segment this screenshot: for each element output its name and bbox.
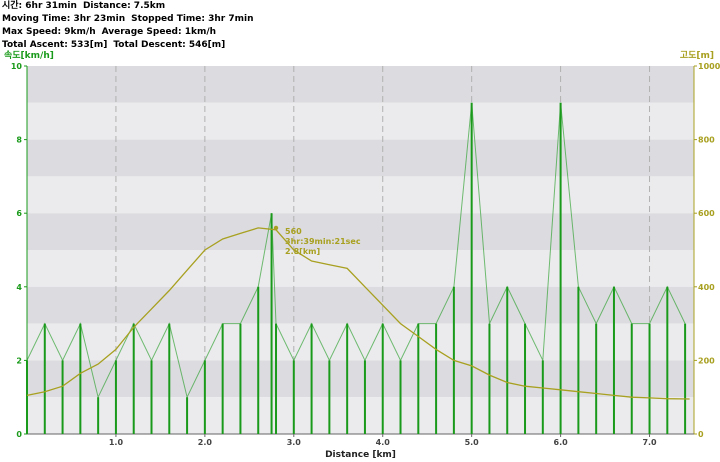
left-tick-label: 0 xyxy=(16,430,22,439)
plot-band xyxy=(27,360,694,398)
x-axis-title: Distance [km] xyxy=(325,450,396,460)
right-tick-label: 0 xyxy=(698,430,704,439)
x-tick-label: 7.0 xyxy=(642,438,657,447)
annotation-marker xyxy=(273,225,279,231)
plot-band xyxy=(27,176,694,214)
right-tick-label: 400 xyxy=(698,283,715,292)
speed-series-line xyxy=(26,102,686,399)
right-tick-label: 600 xyxy=(698,209,715,218)
left-tick-label: 10 xyxy=(11,62,23,71)
plot-band xyxy=(27,139,694,177)
stats-panel: 시간: 6hr 31min Distance: 7.5km Moving Time… xyxy=(2,0,260,52)
x-tick-label: 3.0 xyxy=(287,438,302,447)
x-tick-label: 4.0 xyxy=(376,438,391,447)
left-tick-label: 8 xyxy=(16,136,22,145)
annotation-label: 3hr:39min:21sec xyxy=(285,237,361,246)
distance: Distance: 7.5km xyxy=(82,1,166,11)
total-ascent: Total Ascent: 533[m] xyxy=(2,40,108,50)
x-tick-label: 5.0 xyxy=(465,438,480,447)
left-tick-label: 4 xyxy=(16,283,22,292)
left-axis-title: 속도[km/h] xyxy=(4,51,54,61)
x-tick-label: 2.0 xyxy=(198,438,213,447)
plot-band xyxy=(27,286,694,324)
right-tick-label: 200 xyxy=(698,356,715,365)
stats-row-time: 시간: 6hr 31min Distance: 7.5km xyxy=(2,0,260,13)
altitude-series-line xyxy=(26,227,690,400)
max-speed: Max Speed: 9km/h xyxy=(2,27,96,37)
right-tick-label: 800 xyxy=(698,136,715,145)
stats-row-moving: Moving Time: 3hr 23min Stopped Time: 3hr … xyxy=(2,13,260,26)
average-speed: Average Speed: 1km/h xyxy=(101,27,217,37)
stopped-time: Stopped Time: 3hr 7min xyxy=(131,14,254,24)
x-tick-label: 6.0 xyxy=(554,438,569,447)
plot-band xyxy=(27,250,694,287)
plot-band xyxy=(27,102,694,140)
stats-row-ascent: Total Ascent: 533[m] Total Descent: 546[m… xyxy=(2,39,260,52)
plot-band xyxy=(27,323,694,361)
left-tick-label: 2 xyxy=(16,356,22,365)
right-tick-label: 1000 xyxy=(698,62,720,71)
plot-band xyxy=(27,213,694,250)
moving-time: Moving Time: 3hr 23min xyxy=(2,14,126,24)
right-axis-title: 고도[m] xyxy=(679,51,714,61)
annotation-label: 2.8[km] xyxy=(285,247,320,256)
left-tick-label: 6 xyxy=(16,209,22,218)
plot-band xyxy=(27,66,694,103)
x-tick-label: 1.0 xyxy=(109,438,124,447)
stats-row-speed: Max Speed: 9km/h Average Speed: 1km/h xyxy=(2,26,260,39)
annotation-label: 560 xyxy=(285,227,302,236)
total-time: 시간: 6hr 31min xyxy=(2,1,77,11)
total-descent: Total Descent: 546[m] xyxy=(113,40,226,50)
plot-band xyxy=(27,397,694,434)
